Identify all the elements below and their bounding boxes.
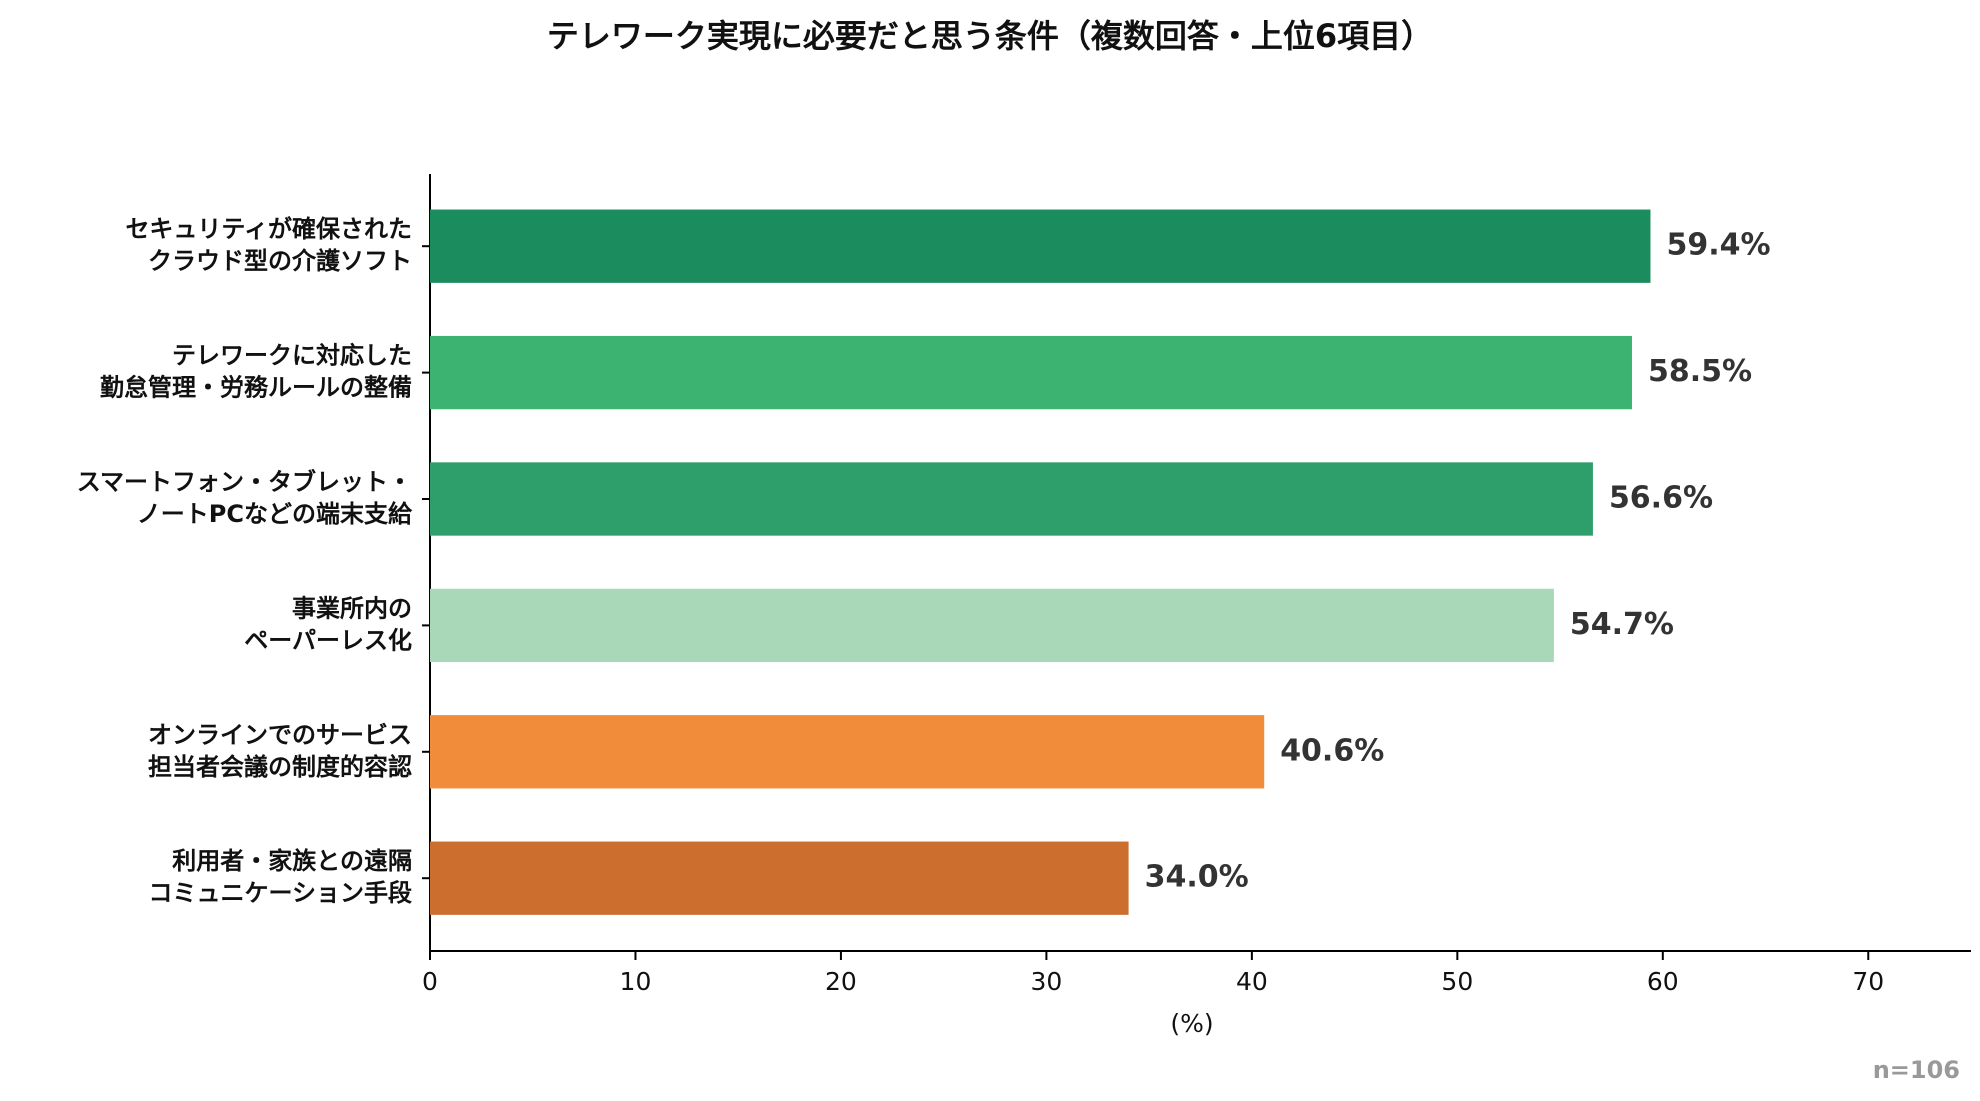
- x-axis-label: (%): [1170, 1009, 1213, 1038]
- x-tick-label: 20: [825, 967, 857, 996]
- y-tick-label: ノートPCなどの端末支給: [137, 500, 413, 528]
- chart-title: テレワーク実現に必要だと思う条件（複数回答・上位6項目）: [547, 17, 1433, 55]
- x-tick-label: 0: [422, 967, 438, 996]
- bar: [430, 588, 1554, 663]
- x-tick-label: 10: [620, 967, 652, 996]
- x-tick-label: 30: [1030, 967, 1062, 996]
- y-tick-label: テレワークに対応した: [172, 342, 412, 370]
- bar: [430, 209, 1651, 283]
- value-label: 54.7%: [1570, 607, 1674, 642]
- value-label: 59.4%: [1666, 228, 1770, 263]
- y-tick-label: オンラインでのサービス: [148, 721, 412, 749]
- x-tick-label: 50: [1441, 967, 1473, 996]
- value-label: 56.6%: [1609, 481, 1713, 516]
- bar: [430, 335, 1632, 410]
- bar: [430, 715, 1265, 789]
- bar: [430, 462, 1593, 536]
- x-tick-label: 40: [1236, 967, 1268, 996]
- y-tick-label: セキュリティが確保された: [125, 215, 412, 243]
- value-label: 40.6%: [1280, 733, 1384, 768]
- y-tick-label: ペーパーレス化: [244, 626, 412, 654]
- x-tick-label: 70: [1852, 967, 1884, 996]
- y-tick-label: スマートフォン・タブレット・: [77, 468, 412, 496]
- bar: [430, 841, 1129, 915]
- y-tick-label: 勤怠管理・労務ルールの整備: [100, 374, 412, 402]
- y-tick-label: クラウド型の介護ソフト: [148, 247, 412, 275]
- value-label: 34.0%: [1145, 860, 1249, 895]
- y-tick-label: 利用者・家族との遠隔: [172, 847, 412, 875]
- y-tick-label: コミュニケーション手段: [148, 879, 412, 907]
- note: n=106: [1873, 1056, 1960, 1084]
- value-label: 58.5%: [1648, 354, 1752, 389]
- x-tick-label: 60: [1647, 967, 1679, 996]
- y-tick-label: 事業所内の: [292, 594, 412, 622]
- y-tick-label: 担当者会議の制度的容認: [148, 753, 412, 781]
